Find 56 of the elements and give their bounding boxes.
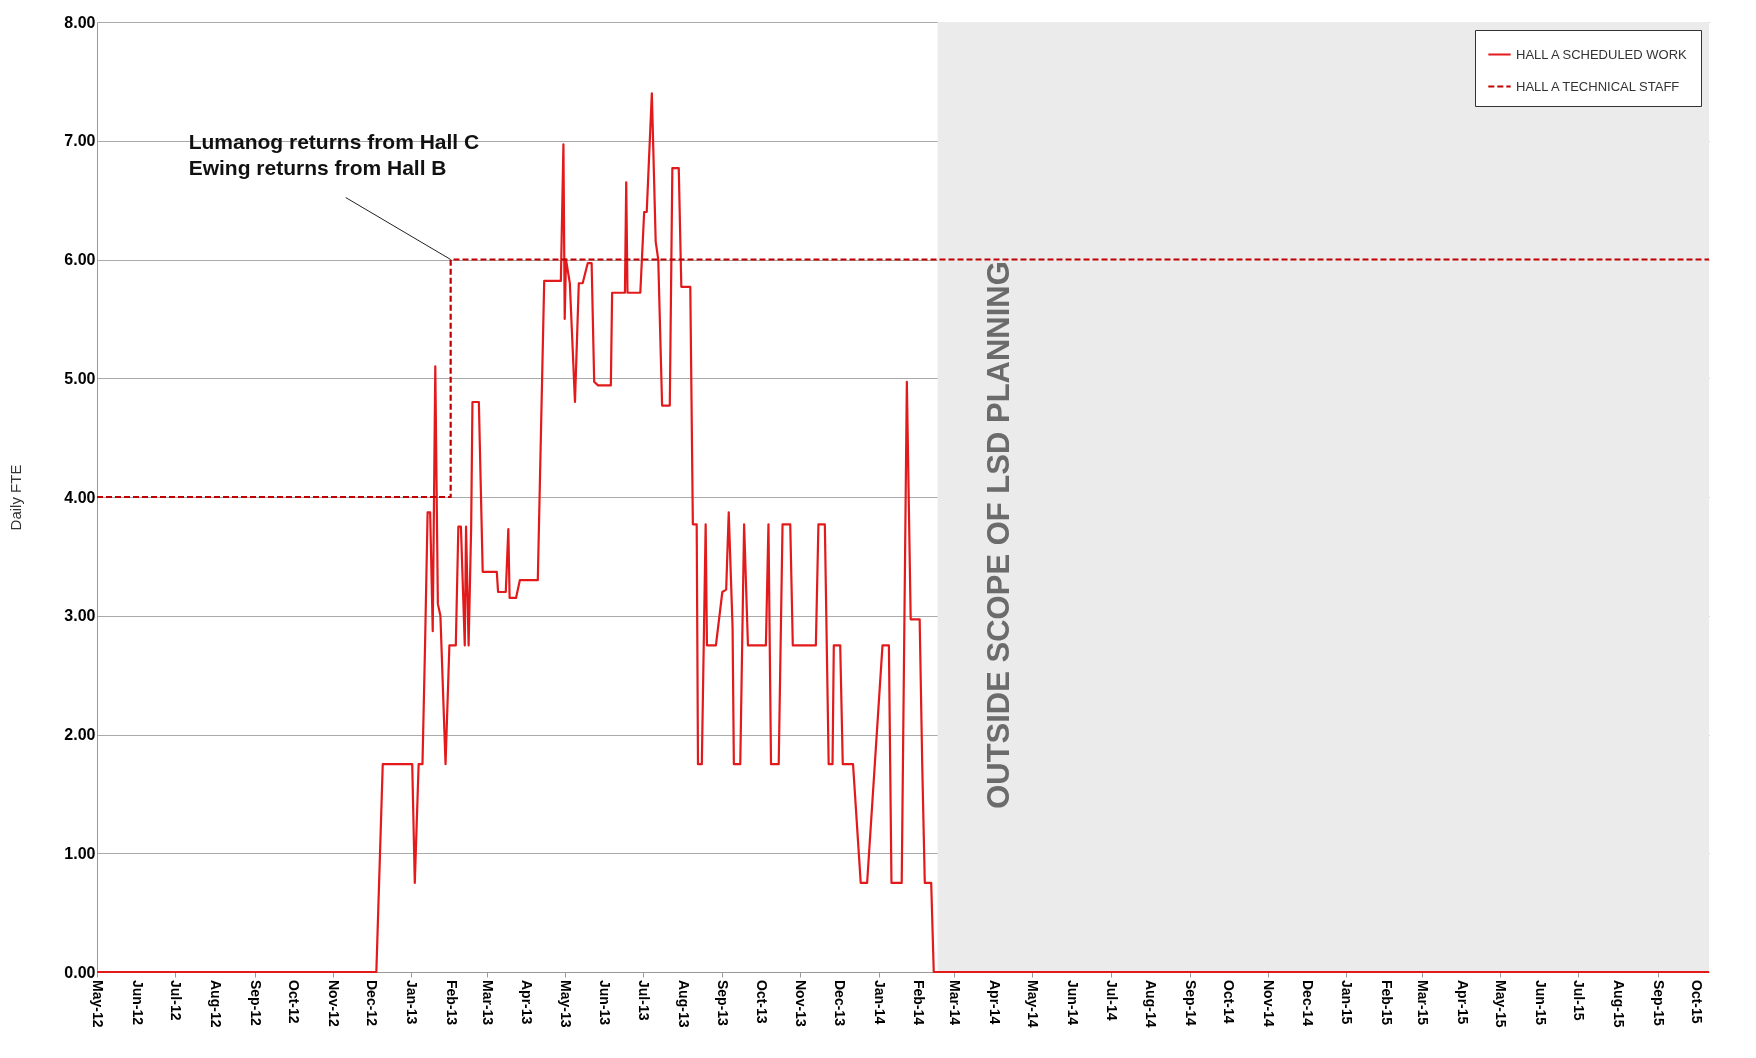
x-tick-label: Jun-14 (1065, 980, 1082, 1026)
x-tick-label: Dec-14 (1299, 980, 1316, 1027)
legend-label: HALL A TECHNICAL STAFF (1516, 78, 1680, 94)
y-tick-label: 5.00 (64, 369, 96, 387)
x-tick-label: Apr-13 (519, 980, 536, 1025)
x-tick-label: Sep-14 (1183, 980, 1200, 1027)
x-tick-label: Jun-15 (1532, 980, 1549, 1026)
legend-label: HALL A SCHEDULED WORK (1516, 46, 1688, 62)
x-tick-label: Apr-15 (1454, 980, 1471, 1025)
x-tick-label: Feb-13 (443, 980, 460, 1026)
x-tick-label: Jul-12 (168, 980, 185, 1021)
y-tick-label: 2.00 (64, 726, 96, 743)
x-tick-label: Jan-14 (871, 980, 888, 1025)
x-tick-label: Oct-13 (753, 980, 770, 1024)
y-tick-label: 0.00 (64, 963, 96, 981)
x-tick-label: Jun-12 (129, 980, 146, 1026)
x-tick-label: Sep-15 (1650, 980, 1667, 1027)
y-tick-label: 7.00 (64, 132, 96, 150)
x-tick-label: May-14 (1025, 980, 1042, 1028)
annotation: Lumanog returns from Hall C Ewing returns from Hall B (188, 129, 480, 179)
x-tick-label: Oct-15 (1689, 980, 1706, 1024)
x-tick-label: May-13 (557, 980, 574, 1028)
x-tick-label: Feb-14 (911, 980, 928, 1026)
band-label: OUTSIDE SCOPE OF LSD PLANNING (980, 261, 1016, 809)
y-tick-label: 4.00 (64, 488, 96, 506)
x-tick-label: Nov-13 (793, 980, 810, 1027)
y-tick-label: 8.00 (64, 13, 96, 31)
x-tick-label: Feb-15 (1379, 980, 1396, 1026)
x-tick-label: Sep-12 (247, 980, 264, 1027)
x-tick-label: Aug-13 (675, 980, 692, 1028)
x-tick-label: Mar-14 (947, 980, 964, 1026)
x-tick-label: Jul-13 (635, 980, 652, 1021)
x-tick-label: Mar-13 (479, 980, 496, 1026)
x-tick-label: May-15 (1493, 980, 1510, 1028)
y-tick-label: 1.00 (64, 844, 96, 862)
x-tick-label: Jul-14 (1103, 980, 1120, 1021)
x-tick-label: Jul-15 (1571, 980, 1588, 1021)
y-tick-label: 3.00 (64, 607, 96, 625)
x-tick-label: Mar-15 (1414, 980, 1431, 1026)
x-tick-label: Aug-12 (207, 980, 224, 1028)
x-tick-label: Dec-13 (831, 980, 848, 1027)
x-tick-label: Jan-13 (403, 980, 420, 1025)
x-tick-label: Oct-14 (1221, 980, 1238, 1024)
x-tick-label: Apr-14 (986, 980, 1003, 1025)
x-tick-label: Jun-13 (597, 980, 614, 1026)
x-tick-label: Dec-12 (364, 980, 381, 1027)
x-tick-label: May-12 (90, 980, 106, 1028)
x-tick-label: Jan-15 (1339, 980, 1356, 1025)
y-axis-title: Daily FTE (7, 464, 25, 531)
x-tick-label: Nov-14 (1261, 980, 1278, 1027)
x-tick-label: Sep-13 (715, 980, 732, 1027)
x-tick-label: Nov-12 (325, 980, 342, 1027)
x-tick-label: Oct-12 (286, 980, 303, 1024)
x-tick-label: Aug-15 (1611, 980, 1628, 1028)
x-tick-label: Aug-14 (1143, 980, 1160, 1028)
y-tick-label: 6.00 (64, 251, 96, 268)
